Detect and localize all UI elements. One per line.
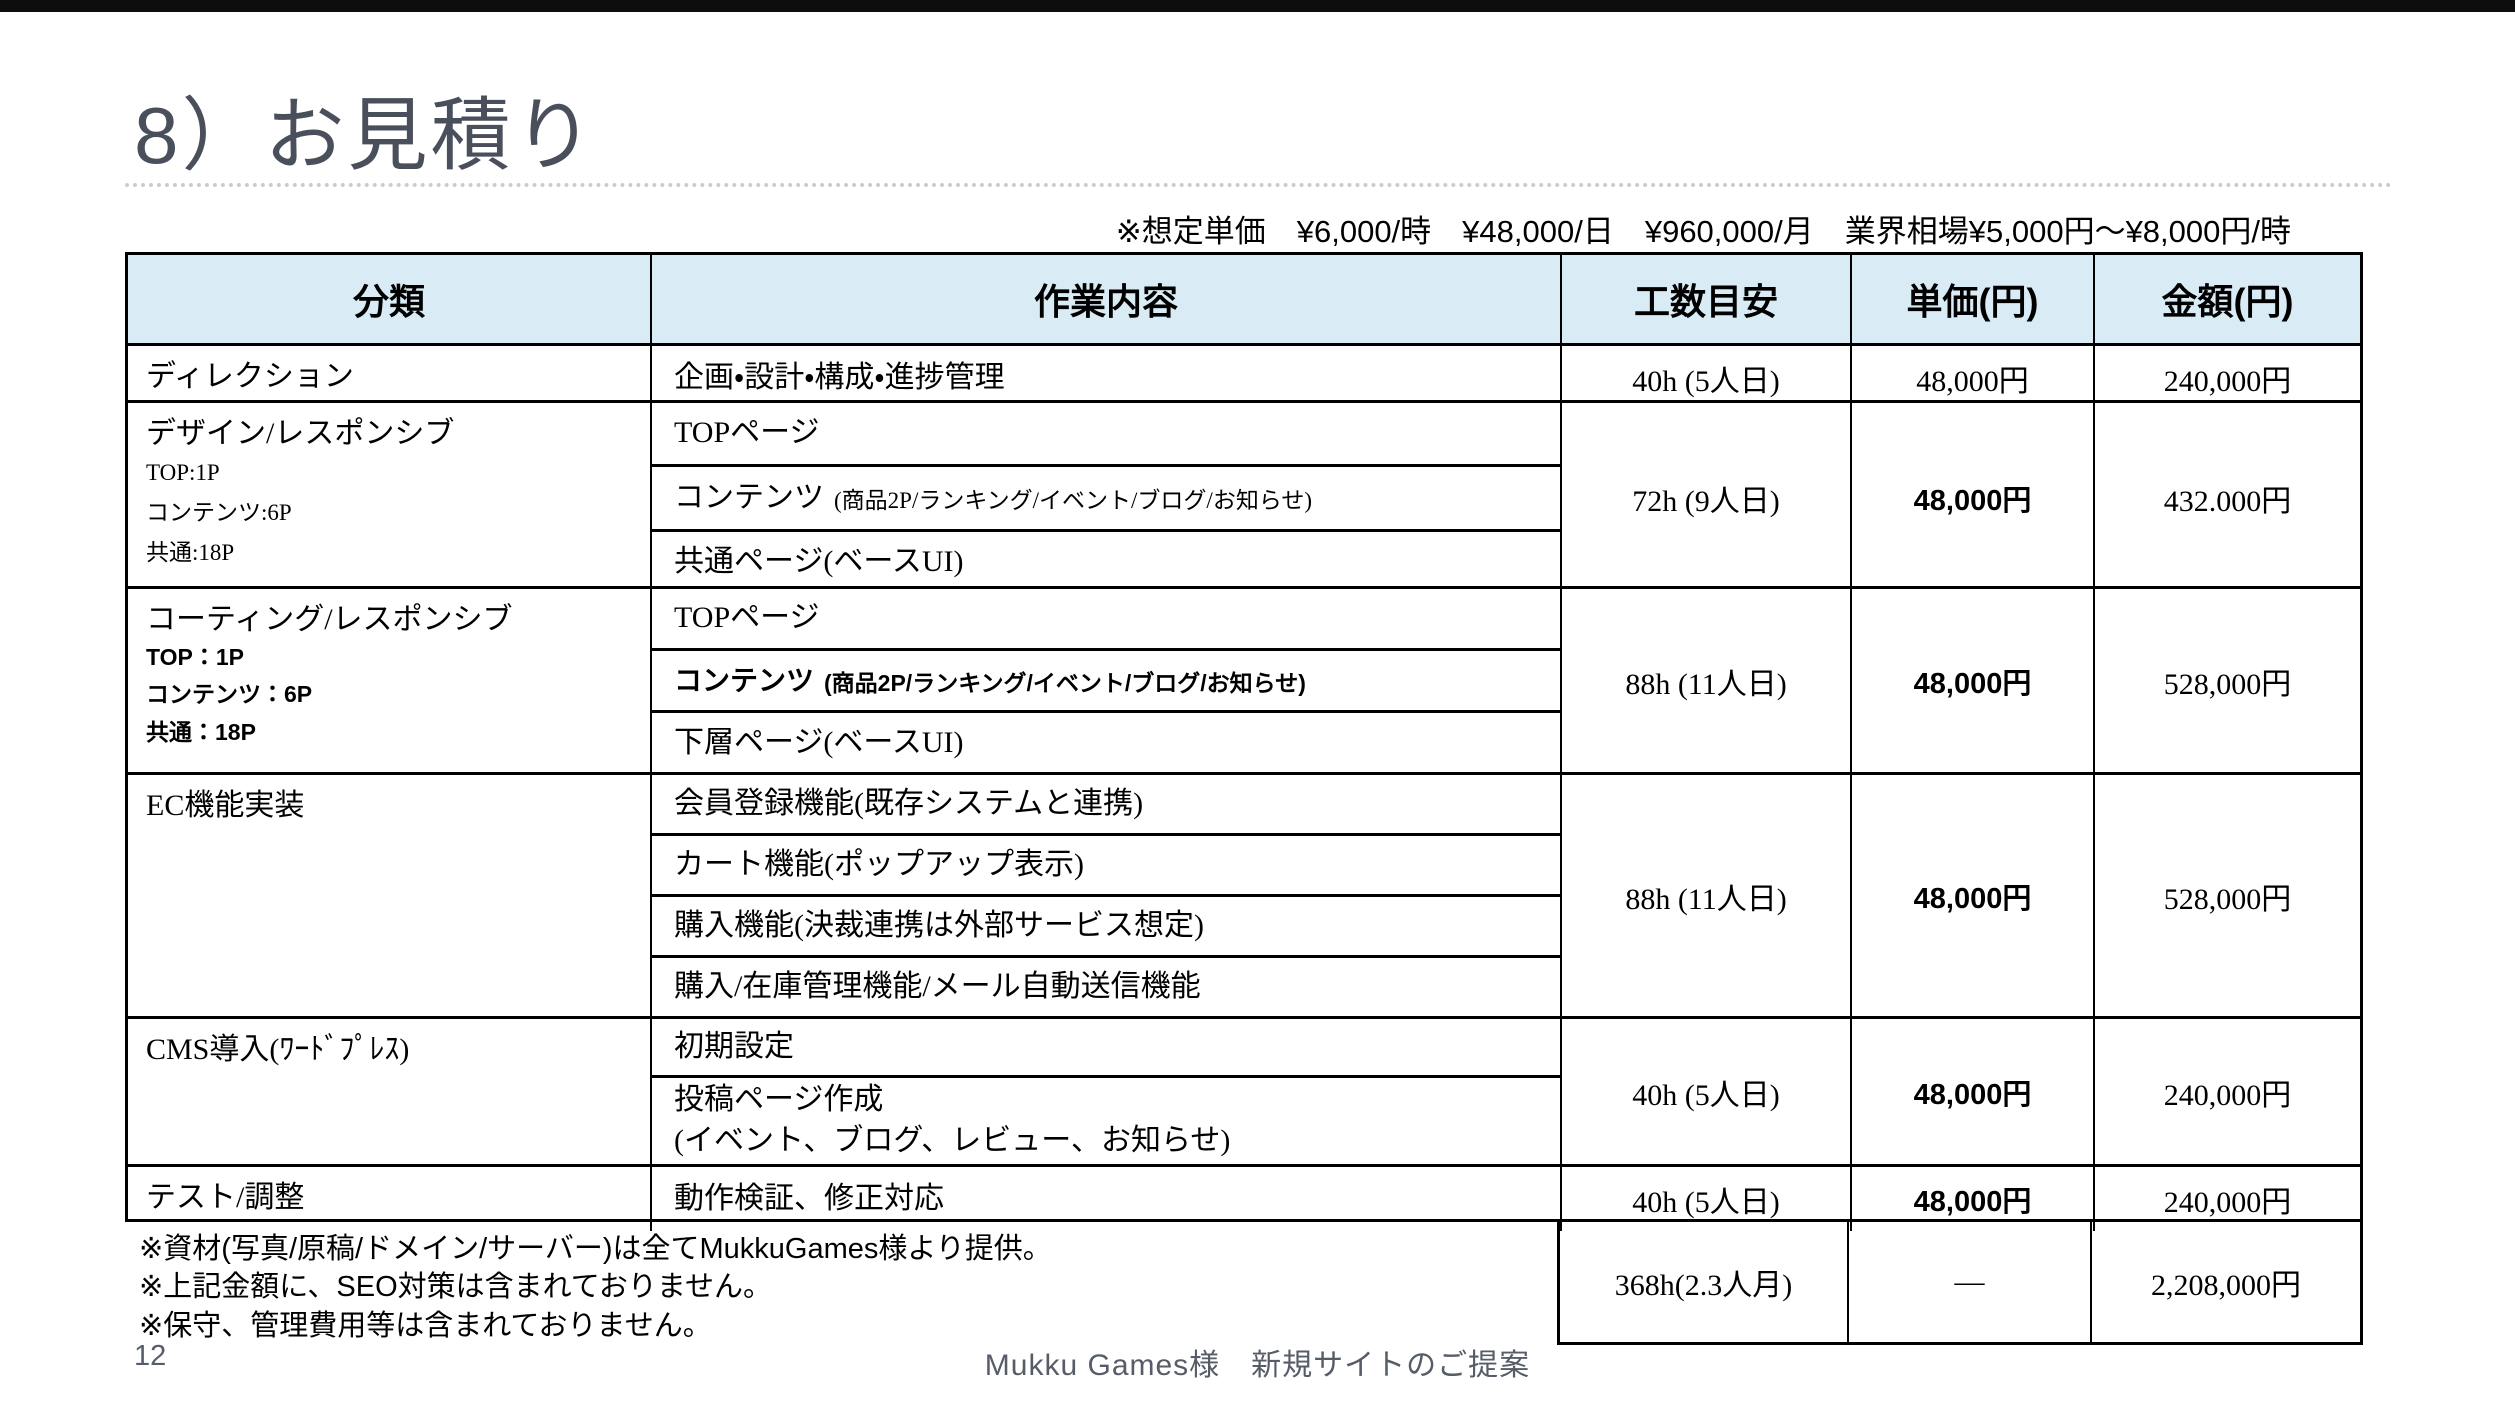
hours-cell: 88h (11人日) (1560, 589, 1850, 773)
work-item-note: (商品2P/ランキング/イベント/ブログ/お知らせ) (824, 669, 1306, 696)
unit-price-cell: 48,000円 (1850, 589, 2093, 773)
category-cell: EC機能実装 (128, 775, 650, 1016)
work-item-label: 動作検証、修正対応 (674, 1181, 944, 1215)
top-black-bar (0, 0, 2515, 12)
hours-cell: 72h (9人日) (1560, 403, 1850, 594)
work-item-label: TOPページ (674, 601, 820, 635)
work-item-label: TOPページ (674, 416, 820, 450)
work-item-label: 共通ページ(ベースUI) (674, 545, 964, 579)
work-items: 会員登録機能(既存システムと連携) カート機能(ポップアップ表示) 購入機能(決裁連… (650, 775, 1560, 1016)
work-items: TOPページ コンテンツ (商品2P/ランキング/イベント/ブログ/お知らせ) 共通ペ… (650, 403, 1560, 594)
unit-price-cell: 48,000円 (1850, 1019, 2093, 1164)
table-row: テスト/調整 動作検証、修正対応 40h (5人日) 48,000円 240,000円 (128, 1164, 2360, 1231)
work-items: 企画・設計・構成・進捗管理 (650, 346, 1560, 410)
column-header-category: 分類 (352, 281, 425, 322)
category-label: デザイン/レスポンシブ (146, 417, 455, 450)
work-item: コンテンツ (商品2P/ランキング/イベント/ブログ/お知らせ) (652, 648, 1560, 710)
work-item-label: コンテンツ (674, 664, 815, 696)
category-cell: デザイン/レスポンシブ TOP:1P コンテンツ:6P 共通:18P (128, 403, 650, 593)
category-label: EC機能実装 (146, 789, 305, 822)
work-item: TOPページ (652, 403, 1560, 464)
category-page-counts: TOP：1P コンテンツ：6P 共通：18P (146, 643, 313, 746)
work-items: 動作検証、修正対応 (650, 1167, 1560, 1231)
estimate-table-main: 分類 作業内容 工数目安 単価(円) 金額(円) ディレクション 企画・設計・構成… (125, 252, 2363, 1231)
summary-note-line: ※資材(写真/原稿/ドメイン/サーバー)は全てMukkuGames様より提供。 (139, 1233, 1052, 1265)
column-header-hours: 工数目安 (1560, 255, 1850, 343)
category-cell: コーティング/レスポンシブ TOP：1P コンテンツ：6P 共通：18P (128, 589, 650, 772)
title-divider (125, 183, 2393, 187)
amount-cell: 528,000円 (2093, 775, 2360, 1016)
summary-unit-price-cell: ― (1847, 1222, 2090, 1345)
estimate-table: 分類 作業内容 工数目安 単価(円) 金額(円) ディレクション 企画・設計・構成… (125, 252, 2363, 1345)
work-item-label: 会員登録機能(既存システムと連携) (674, 786, 1144, 820)
unit-price-cell: 48,000円 (1850, 403, 2093, 594)
page-title: 8）お見積り (134, 90, 597, 180)
unit-price-cell: 48,000円 (1850, 346, 2093, 410)
work-item: 共通ページ(ベースUI) (652, 528, 1560, 593)
work-item-label: 購入/在庫管理機能/メール自動送信機能 (674, 969, 1201, 1003)
category-page-counts: TOP:1P コンテンツ:6P 共通:18P (146, 459, 292, 566)
category-label: ディレクション (146, 360, 354, 393)
table-row: CMS導入(ﾜｰﾄﾞﾌﾟﾚｽ) 初期設定投稿ページ作成 (イベント、ブログ、レビュ… (128, 1016, 2360, 1164)
hours-cell: 40h (5人日) (1560, 346, 1850, 410)
table-row: ディレクション 企画・設計・構成・進捗管理 40h (5人日) 48,000円 240,… (128, 343, 2360, 410)
category-label: コーティング/レスポンシブ (146, 603, 513, 636)
hours-cell: 40h (5人日) (1560, 1019, 1850, 1164)
work-item: 購入機能(決裁連携は外部サービス想定) (652, 894, 1560, 955)
work-item: 会員登録機能(既存システムと連携) (652, 775, 1560, 833)
table-body: ディレクション 企画・設計・構成・進捗管理 40h (5人日) 48,000円 240,… (128, 343, 2360, 1231)
work-item-label: 投稿ページ作成 (イベント、ブログ、レビュー、お知らせ) (674, 1083, 1231, 1157)
amount-cell: 240,000円 (2093, 1019, 2360, 1164)
unit-price-cell: 48,000円 (1850, 775, 2093, 1016)
category-cell: テスト/調整 (128, 1167, 650, 1231)
work-item-label: 企画・設計・構成・進捗管理 (674, 360, 1005, 394)
summary-notes: ※資材(写真/原稿/ドメイン/サーバー)は全てMukkuGames様より提供。 ※… (125, 1222, 1557, 1345)
table-row: EC機能実装 会員登録機能(既存システムと連携) カート機能(ポップアップ表示) 購入… (128, 772, 2360, 1016)
table-summary-row: ※資材(写真/原稿/ドメイン/サーバー)は全てMukkuGames様より提供。 ※… (125, 1222, 2363, 1345)
amount-cell: 528,000円 (2093, 589, 2360, 773)
amount-cell: 432.000円 (2093, 403, 2360, 594)
category-cell: CMS導入(ﾜｰﾄﾞﾌﾟﾚｽ) (128, 1019, 650, 1164)
work-item-label: 下層ページ(ベースUI) (674, 725, 964, 759)
hours-cell: 40h (5人日) (1560, 1167, 1850, 1231)
table-header-row: 分類 作業内容 工数目安 単価(円) 金額(円) (128, 255, 2360, 343)
work-item: 企画・設計・構成・進捗管理 (652, 346, 1560, 410)
page-number: 12 (134, 1340, 167, 1372)
table-row: コーティング/レスポンシブ TOP：1P コンテンツ：6P 共通：18P TOPペー… (128, 586, 2360, 773)
summary-note-line: ※保守、管理費用等は含まれておりません。 (139, 1309, 712, 1342)
work-item-note: (商品2P/ランキング/イベント/ブログ/お知らせ) (834, 488, 1313, 514)
summary-amount-cell: 2,208,000円 (2090, 1222, 2363, 1345)
amount-cell: 240,000円 (2093, 1167, 2360, 1231)
category-label: テスト/調整 (146, 1181, 305, 1214)
footer-caption: Mukku Games様 新規サイトのご提案 (984, 1349, 1531, 1382)
work-item: 投稿ページ作成 (イベント、ブログ、レビュー、お知らせ) (652, 1074, 1560, 1164)
column-header-amount: 金額(円) (2093, 255, 2360, 343)
table-row: デザイン/レスポンシブ TOP:1P コンテンツ:6P 共通:18P TOPページコ… (128, 400, 2360, 594)
work-item: 下層ページ(ベースUI) (652, 710, 1560, 772)
work-items: 初期設定投稿ページ作成 (イベント、ブログ、レビュー、お知らせ) (650, 1019, 1560, 1164)
amount-cell: 240,000円 (2093, 346, 2360, 410)
work-item: 初期設定 (652, 1019, 1560, 1075)
work-item: 購入/在庫管理機能/メール自動送信機能 (652, 955, 1560, 1016)
category-label: CMS導入(ﾜｰﾄﾞﾌﾟﾚｽ) (146, 1033, 410, 1066)
work-item: TOPページ (652, 589, 1560, 648)
work-item: 動作検証、修正対応 (652, 1167, 1560, 1231)
hours-cell: 88h (11人日) (1560, 775, 1850, 1016)
summary-note-line: ※上記金額に、SEO対策は含まれておりません。 (139, 1271, 773, 1304)
work-item-label: 初期設定 (674, 1029, 794, 1063)
column-header-unit-price: 単価(円) (1850, 255, 2093, 343)
column-header-work: 作業内容 (650, 255, 1560, 343)
work-item: カート機能(ポップアップ表示) (652, 833, 1560, 894)
work-item-label: 購入機能(決裁連携は外部サービス想定) (674, 908, 1204, 942)
summary-hours-cell: 368h(2.3人月) (1557, 1222, 1847, 1345)
work-item: コンテンツ (商品2P/ランキング/イベント/ブログ/お知らせ) (652, 464, 1560, 528)
unit-price-cell: 48,000円 (1850, 1167, 2093, 1231)
work-item-label: カート機能(ポップアップ表示) (674, 847, 1084, 881)
category-cell: ディレクション (128, 346, 650, 410)
unit-price-assumption-note: ※想定単価 ¥6,000/時 ¥48,000/日 ¥960,000/月 業界相場… (1115, 214, 2291, 249)
work-item-label: コンテンツ (674, 480, 824, 514)
work-items: TOPページ コンテンツ (商品2P/ランキング/イベント/ブログ/お知らせ) 下層ペ… (650, 589, 1560, 773)
